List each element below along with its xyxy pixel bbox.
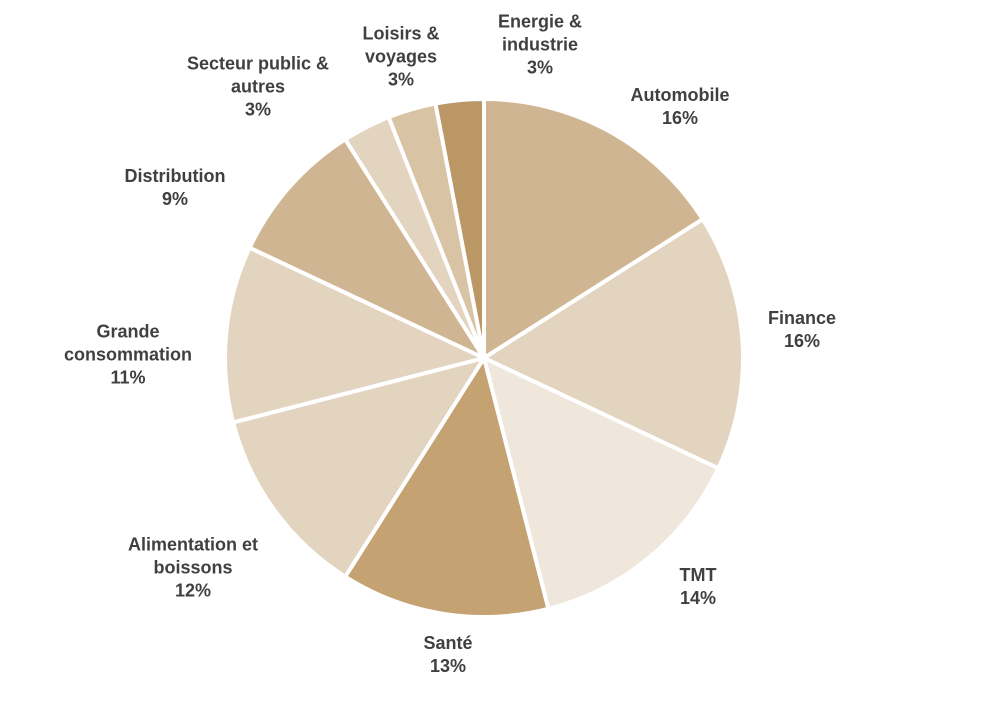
category-label: Finance	[767, 308, 837, 328]
category-label: Loisirs & voyages	[362, 23, 440, 67]
value-label: 16%	[783, 331, 821, 351]
slice-label: Finance 16%	[768, 307, 836, 353]
category-label: TMT	[679, 565, 717, 585]
slice-label: Santé 13%	[423, 632, 472, 678]
pie-slice	[482, 356, 721, 611]
value-label: 16%	[661, 108, 699, 128]
pie-slice	[482, 97, 705, 360]
category-label: Santé	[423, 633, 473, 653]
category-label: Energie & industrie	[497, 11, 583, 55]
pie-slice	[482, 217, 745, 471]
value-label: 14%	[679, 588, 717, 608]
value-label: 9%	[161, 189, 188, 209]
pie-slice	[343, 356, 551, 619]
pie-slice	[433, 97, 486, 360]
value-label: 13%	[429, 656, 467, 676]
value-label: 3%	[526, 57, 553, 78]
slice-label: Secteur public & autres 3%	[173, 53, 343, 122]
category-label: Grande consommation	[63, 321, 192, 365]
value-label: 3%	[387, 69, 414, 90]
category-label: Secteur public & autres	[186, 53, 330, 97]
category-label: Distribution	[124, 166, 226, 186]
slice-label: TMT 14%	[680, 564, 717, 610]
value-label: 11%	[110, 367, 146, 388]
pie-slice	[223, 245, 486, 425]
slice-label: Grande consommation 11%	[43, 321, 213, 390]
value-label: 3%	[244, 99, 271, 120]
slice-label: Energie & industrie 3%	[483, 11, 598, 80]
pie-slice	[231, 356, 486, 579]
slice-label: Loisirs & voyages 3%	[351, 23, 451, 92]
slice-label: Alimentation et boissons 12%	[108, 534, 278, 603]
category-label: Automobile	[630, 85, 730, 105]
pie-slice	[247, 137, 486, 360]
slice-label: Distribution 9%	[125, 165, 226, 211]
category-label: Alimentation et boissons	[127, 534, 258, 578]
value-label: 12%	[174, 580, 212, 601]
slice-label: Automobile 16%	[631, 84, 730, 130]
